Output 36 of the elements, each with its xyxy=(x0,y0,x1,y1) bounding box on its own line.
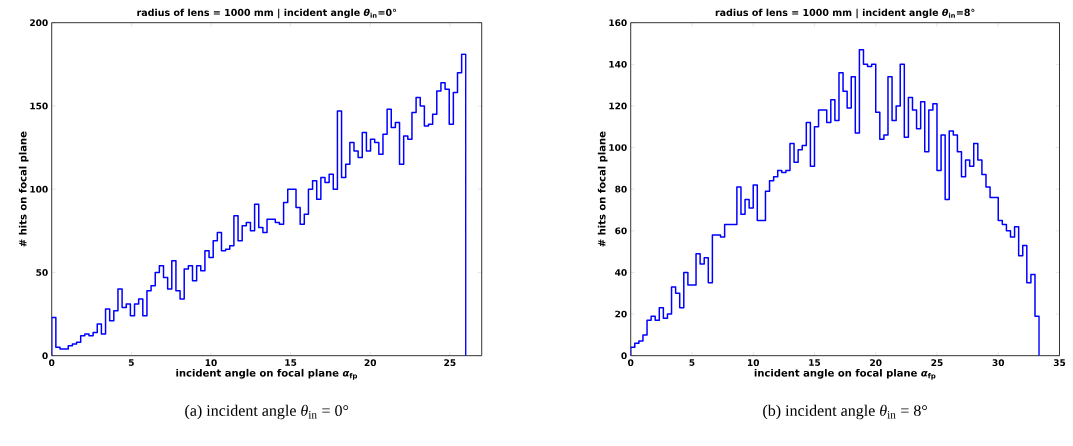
chart-title: radius of lens = 1000 mm | incident angle θ$_{in}$=0° xyxy=(137,8,397,19)
x-tick-label: 15 xyxy=(285,359,297,366)
y-tick-label: 80 xyxy=(615,185,627,193)
x-tick-label: 25 xyxy=(931,359,943,367)
x-tick-label: 0 xyxy=(628,359,634,367)
y-axis-title: # hits on focal plane xyxy=(597,131,608,247)
y-tick-label: 0 xyxy=(42,352,48,360)
x-tick-label: 20 xyxy=(870,359,882,367)
x-tick-label: 0 xyxy=(49,359,55,367)
y-tick-label: 200 xyxy=(30,19,48,27)
y-axis-title: # hits on focal plane xyxy=(18,131,29,247)
x-axis-title: incident angle on focal plane α$_{fp}$ xyxy=(176,368,358,380)
y-tick-label: 20 xyxy=(615,310,627,318)
y-tick-label: 0 xyxy=(621,352,627,360)
x-axis-title: incident angle on focal plane α$_{fp}$ xyxy=(754,368,936,380)
y-tick-label: 60 xyxy=(615,227,627,235)
y-tick-label: 160 xyxy=(609,19,627,27)
y-tick-label: 50 xyxy=(36,269,48,276)
y-tick-label: 100 xyxy=(30,185,48,193)
x-tick-label: 25 xyxy=(444,359,456,367)
x-tick-label: 5 xyxy=(128,359,134,366)
y-tick-label: 120 xyxy=(609,102,627,110)
y-tick-label: 40 xyxy=(615,269,627,276)
text: (a) incident angle θ$_{in}$ = 0° xyxy=(185,404,349,420)
x-tick-label: 5 xyxy=(689,359,695,366)
x-tick-label: 35 xyxy=(1053,359,1066,367)
text: (b) incident angle θ$_{in}$ = 8° xyxy=(763,404,927,420)
x-tick-label: 10 xyxy=(205,359,217,367)
y-tick-label: 140 xyxy=(609,60,627,68)
x-tick-label: 20 xyxy=(364,359,377,367)
x-tick-label: 10 xyxy=(747,359,760,367)
y-tick-label: 100 xyxy=(609,144,627,151)
x-tick-label: 15 xyxy=(809,359,821,366)
chart-title: radius of lens = 1000 mm | incident angle θ$_{in}$=8° xyxy=(715,8,975,19)
x-tick-label: 30 xyxy=(992,359,1005,367)
y-tick-label: 150 xyxy=(30,102,48,110)
